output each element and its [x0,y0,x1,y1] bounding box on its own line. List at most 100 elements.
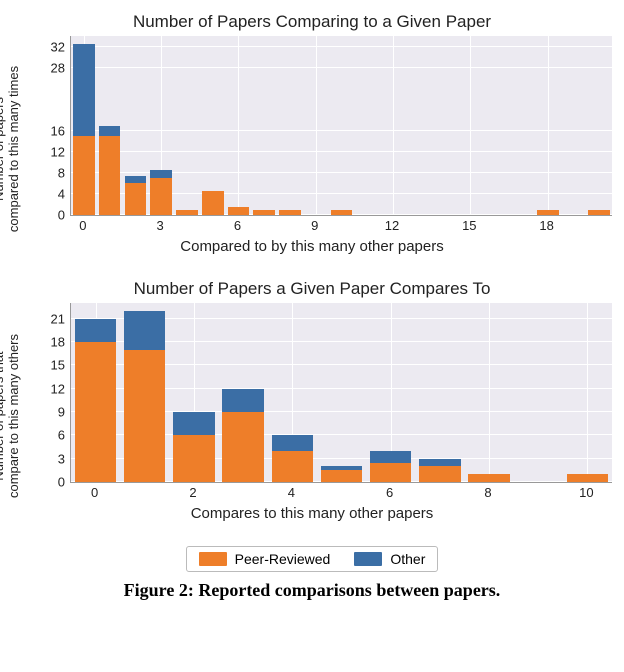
bar-peer [176,210,198,215]
chart-2-plot-area: 036912151821 [70,303,612,483]
bar-stack [272,435,313,482]
legend-peer-label: Peer-Reviewed [235,551,331,567]
ytick-label: 4 [58,186,71,201]
figure-container: Number of Papers Comparing to a Given Pa… [12,12,612,601]
bar-stack [567,474,608,482]
bar-stack [468,474,509,482]
xtick-label: 0 [91,485,98,500]
bar-stack [176,210,198,215]
xtick-label: 6 [386,485,393,500]
xtick-label: 10 [579,485,593,500]
xtick-label: 8 [484,485,491,500]
ytick-label: 16 [51,123,71,138]
bar-peer [567,474,608,482]
chart-2-title: Number of Papers a Given Paper Compares … [12,279,612,299]
legend-other: Other [354,551,425,567]
bar-peer [419,466,460,482]
xtick-label: 3 [157,218,164,233]
chart-2-ylabel: Number of papers thatcompare to this man… [0,333,21,497]
bar-peer [370,463,411,482]
ytick-label: 18 [51,334,71,349]
bar-stack [253,210,275,215]
legend-other-label: Other [390,551,425,567]
legend-other-swatch [354,552,382,566]
chart-1-title: Number of Papers Comparing to a Given Pa… [12,12,612,32]
ytick-label: 15 [51,358,71,373]
xtick-label: 15 [462,218,476,233]
bar-stack [124,311,165,482]
bar-other [125,176,147,184]
xtick-label: 6 [234,218,241,233]
ytick-label: 3 [58,451,71,466]
ytick-label: 8 [58,165,71,180]
bar-peer [228,207,250,215]
bar-peer [124,350,165,482]
ytick-label: 6 [58,428,71,443]
chart-1-xlabel: Compared to by this many other papers [12,238,612,255]
bar-other [419,459,460,467]
bar-stack [173,412,214,482]
ytick-label: 32 [51,39,71,54]
bar-other [73,44,95,136]
chart-2-xlabel: Compares to this many other papers [12,505,612,522]
xtick-label: 2 [189,485,196,500]
bar-stack [150,170,172,215]
bar-stack [588,210,610,215]
bar-other [150,170,172,178]
bar-peer [468,474,509,482]
legend-peer: Peer-Reviewed [199,551,331,567]
chart-1: Number of Papers Comparing to a Given Pa… [12,12,612,255]
bar-other [99,126,121,137]
chart-2-bars [71,303,612,482]
bar-stack [125,176,147,215]
bar-peer [272,451,313,482]
bar-stack [228,207,250,215]
legend: Peer-Reviewed Other [186,546,439,572]
chart-1-ylabel: Number of paperscompared to this many ti… [0,65,21,231]
bar-other [75,319,116,342]
bar-stack [99,126,121,215]
bar-peer [73,136,95,215]
bar-stack [202,191,224,215]
bar-stack [419,459,460,482]
bar-peer [253,210,275,215]
bar-other [222,389,263,412]
bar-stack [370,451,411,482]
xtick-label: 12 [385,218,399,233]
bar-other [173,412,214,435]
bar-stack [537,210,559,215]
xtick-label: 0 [79,218,86,233]
legend-peer-swatch [199,552,227,566]
bar-peer [321,470,362,482]
ytick-label: 9 [58,404,71,419]
bar-stack [321,466,362,482]
bar-peer [588,210,610,215]
bar-peer [99,136,121,215]
bar-stack [331,210,353,215]
bar-other [124,311,165,350]
bar-peer [331,210,353,215]
bar-peer [222,412,263,482]
bar-peer [173,435,214,482]
bar-other [272,435,313,451]
xtick-label: 4 [288,485,295,500]
bar-peer [125,183,147,215]
xtick-label: 9 [311,218,318,233]
bar-stack [222,389,263,482]
chart-2-xticks: 0 2 4 6 8 10 [70,483,612,503]
ytick-label: 0 [58,208,71,223]
ytick-label: 12 [51,381,71,396]
chart-1-xticks: 0369121518 [70,216,612,236]
bar-peer [75,342,116,482]
chart-1-bars [71,36,612,215]
bar-stack [73,44,95,215]
chart-1-plot-area: 04812162832 [70,36,612,216]
bar-peer [279,210,301,215]
chart-2: Number of Papers a Given Paper Compares … [12,279,612,522]
bar-peer [150,178,172,215]
bar-stack [75,319,116,482]
ytick-label: 21 [51,311,71,326]
figure-caption: Figure 2: Reported comparisons between p… [12,580,612,601]
bar-peer [537,210,559,215]
bar-peer [202,191,224,215]
